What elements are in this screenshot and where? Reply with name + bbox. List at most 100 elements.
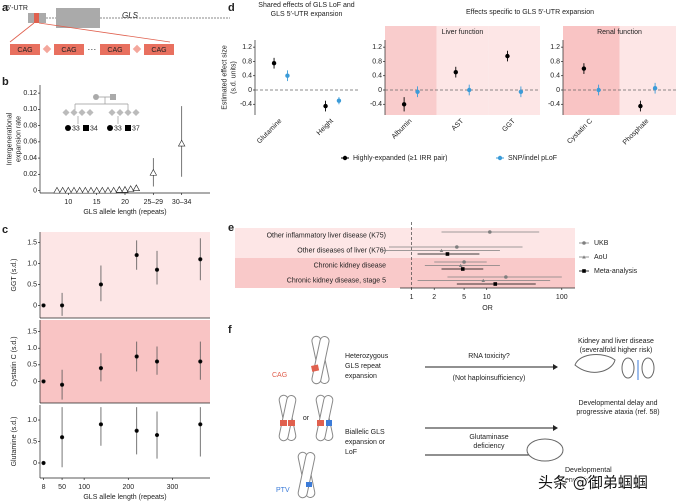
x-axis-label: GLS allele length (repeats) <box>83 494 166 501</box>
pedigree-node <box>125 125 131 131</box>
point <box>439 248 444 252</box>
panel-letter: d <box>228 2 235 14</box>
y-tick-label: 1.0 <box>27 345 37 352</box>
pedigree-link <box>77 116 119 124</box>
pedigree-node <box>93 94 99 100</box>
pedigree-node <box>78 108 86 117</box>
point <box>488 230 492 234</box>
x-tick-label: 30–34 <box>172 199 192 206</box>
text-line: expansion or <box>345 439 386 446</box>
pedigree-node <box>83 125 89 131</box>
legend-marker <box>582 255 586 259</box>
point <box>504 275 508 279</box>
or-label: or <box>303 415 310 422</box>
point <box>493 282 498 286</box>
y-axis-label: expansion rate <box>15 116 22 162</box>
point <box>455 245 459 249</box>
kidney-icon <box>621 357 635 379</box>
arrowhead <box>553 425 558 431</box>
y-tick-label: 0.5 <box>27 281 37 288</box>
y-tick-label: 0.4 <box>550 73 560 80</box>
section-title: Effects specific to GLS 5′-UTR expansion <box>466 9 594 16</box>
y-tick-label: 0.10 <box>23 106 37 113</box>
point <box>154 432 160 438</box>
point <box>98 282 104 287</box>
subplot-title: Liver function <box>442 29 484 36</box>
point <box>134 354 139 359</box>
x-tick-label: AST <box>451 117 466 132</box>
point <box>401 102 407 107</box>
y-tick-label: 1.5 <box>27 239 37 246</box>
point <box>198 359 203 364</box>
point <box>149 168 158 176</box>
row-label: Chronic kidney disease, stage 5 <box>287 277 386 284</box>
point <box>198 257 203 262</box>
y-tick-label: 0 <box>378 87 382 94</box>
legend-label: SNP/indel pLoF <box>508 155 557 162</box>
repeat-label: CAG <box>17 47 32 54</box>
pedigree-node <box>86 108 94 117</box>
category-shading <box>385 26 437 115</box>
point <box>581 66 587 71</box>
pedigree-node <box>65 125 71 131</box>
point <box>323 103 328 109</box>
x-tick-label: 5 <box>462 294 466 301</box>
point <box>41 460 46 466</box>
chromosome <box>315 394 334 442</box>
subplot-title: GLS 5′-UTR expansion <box>271 11 343 18</box>
y-tick-label: 0.4 <box>242 73 252 80</box>
point <box>505 53 510 59</box>
panel-letter: f <box>228 324 232 336</box>
x-tick-label: 2 <box>432 294 436 301</box>
exon <box>56 8 100 28</box>
point <box>104 186 112 194</box>
y-tick-label: 1.2 <box>550 44 560 51</box>
watermark: 头条 @御弟蝈蝈 <box>538 474 648 492</box>
y-axis-label: (s.d. units) <box>230 61 237 94</box>
point <box>458 263 463 267</box>
text-line: GLS repeat <box>345 363 381 370</box>
chromosome <box>311 335 330 385</box>
y-tick-label: 0.5 <box>27 438 37 445</box>
pedigree-node <box>132 108 140 117</box>
mechanism: Glutaminase <box>469 434 508 441</box>
brain-icon <box>526 438 564 462</box>
plot-background <box>40 232 210 318</box>
pedigree-node <box>110 94 116 100</box>
y-tick-label: -0.4 <box>240 101 252 108</box>
x-tick-label: 100 <box>556 294 568 301</box>
repeat-box <box>100 44 130 55</box>
y-axis-label: Glutamine (s.d.) <box>11 417 18 467</box>
x-tick-label: GGT <box>501 117 517 133</box>
subplot-title: Renal function <box>597 29 642 36</box>
mechanism-note: (Not haploinsufficiency) <box>453 375 526 382</box>
y-axis-label: Intergenerational <box>6 112 13 165</box>
interruption <box>132 44 142 54</box>
pedigree-label: 37 <box>132 125 140 132</box>
point <box>134 428 139 433</box>
chromosome <box>278 394 297 442</box>
point <box>462 260 466 264</box>
y-axis-label: Cystatin C (s.d.) <box>11 336 18 386</box>
panel-f: CAG Heterozygous GLS repeat expansion RN… <box>272 335 660 499</box>
repeat-label: CAG <box>151 47 166 54</box>
x-axis-label: GLS allele length (repeats) <box>83 209 166 216</box>
x-tick-label: 15 <box>93 199 101 206</box>
panel-letter: c <box>2 224 8 236</box>
point <box>460 267 465 271</box>
repeat-label: CAG <box>272 372 287 379</box>
point <box>59 303 65 308</box>
category-shading <box>488 26 540 115</box>
mechanism: RNA toxicity? <box>468 353 510 360</box>
point <box>154 359 160 364</box>
x-tick-label: 200 <box>122 484 134 491</box>
y-tick-label: 1.2 <box>372 44 382 51</box>
pedigree-node <box>116 108 124 117</box>
text-line: Heterozygous <box>345 353 389 360</box>
y-tick-label: 0.08 <box>23 122 37 129</box>
arrowhead <box>553 364 558 370</box>
pedigree-node <box>70 108 78 117</box>
repeat-box <box>144 44 174 55</box>
panel-letter: b <box>2 76 9 88</box>
point <box>336 98 342 103</box>
